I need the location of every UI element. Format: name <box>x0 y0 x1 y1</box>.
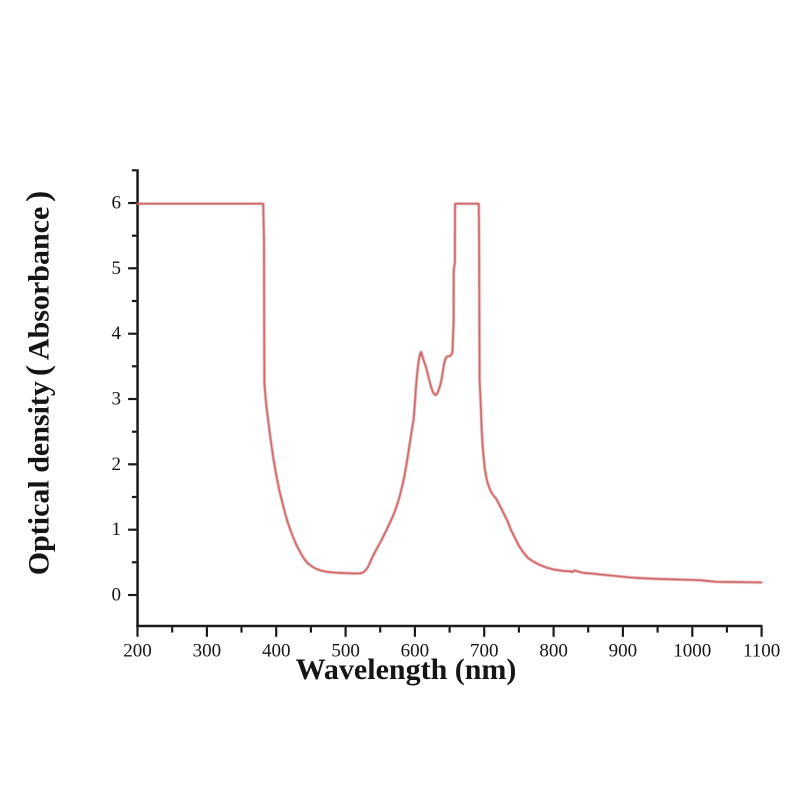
svg-text:900: 900 <box>609 641 638 662</box>
svg-text:Wavelength (nm): Wavelength (nm) <box>296 653 517 686</box>
svg-text:1100: 1100 <box>743 641 780 662</box>
svg-text:3: 3 <box>112 389 122 410</box>
svg-text:1000: 1000 <box>673 641 711 662</box>
svg-text:700: 700 <box>470 641 499 662</box>
svg-text:200: 200 <box>123 641 152 662</box>
svg-text:400: 400 <box>262 641 291 662</box>
svg-text:4: 4 <box>112 323 122 344</box>
svg-text:600: 600 <box>401 641 430 662</box>
svg-text:6: 6 <box>112 193 122 214</box>
svg-text:500: 500 <box>331 641 360 662</box>
svg-text:1: 1 <box>112 519 122 540</box>
svg-text:5: 5 <box>112 258 122 279</box>
svg-text:Optical density(Absorbance): Optical density(Absorbance) <box>21 191 57 576</box>
svg-text:0: 0 <box>112 585 122 606</box>
svg-text:300: 300 <box>193 641 222 662</box>
svg-text:800: 800 <box>539 641 568 662</box>
svg-text:2: 2 <box>112 454 122 475</box>
